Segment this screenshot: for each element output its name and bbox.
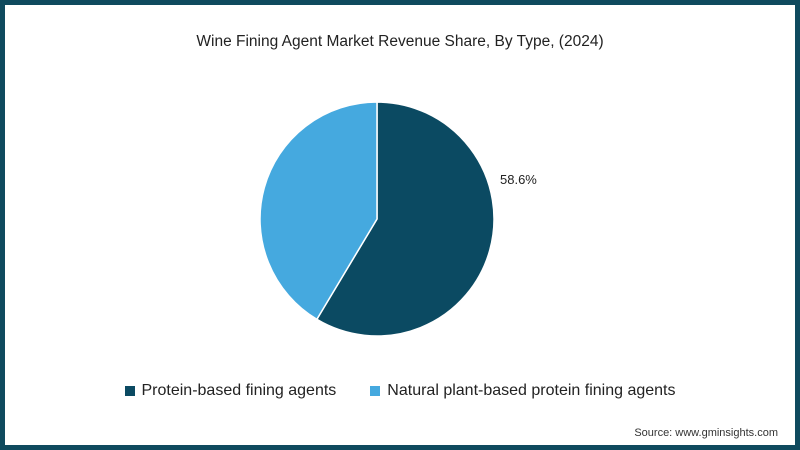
legend-label: Natural plant-based protein fining agent… <box>387 382 676 399</box>
legend: Protein-based fining agents Natural plan… <box>0 382 800 400</box>
pie-slice-protein-based <box>315 101 495 337</box>
source-note: Source: www.gminsights.com <box>634 427 778 439</box>
pie-slice-natural-plant-based <box>259 101 378 321</box>
legend-item-protein-based: Protein-based fining agents <box>124 382 337 400</box>
legend-item-natural-plant-based: Natural plant-based protein fining agent… <box>370 382 675 400</box>
legend-label: Protein-based fining agents <box>141 382 337 399</box>
pie-slices <box>259 101 495 337</box>
legend-swatch-icon <box>370 386 381 396</box>
legend-swatch-icon <box>124 386 135 396</box>
slice-label-protein-based: 58.6% <box>500 172 537 187</box>
chart-title: Wine Fining Agent Market Revenue Share, … <box>196 33 604 50</box>
